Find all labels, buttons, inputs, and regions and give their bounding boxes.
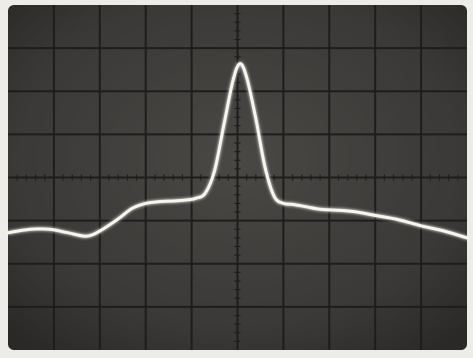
graticule-grid: [8, 5, 467, 350]
signal-trace: [6, 62, 469, 240]
